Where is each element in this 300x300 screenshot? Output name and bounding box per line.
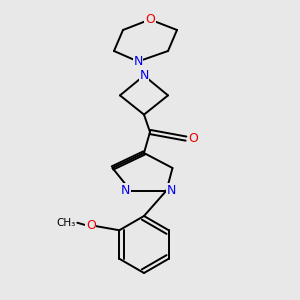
- Text: CH₃: CH₃: [57, 218, 76, 228]
- Text: N: N: [139, 69, 149, 82]
- Text: N: N: [133, 55, 143, 68]
- Text: O: O: [86, 219, 96, 232]
- Text: O: O: [189, 132, 198, 145]
- Text: N: N: [121, 184, 130, 197]
- Text: O: O: [145, 13, 155, 26]
- Text: N: N: [167, 184, 176, 197]
